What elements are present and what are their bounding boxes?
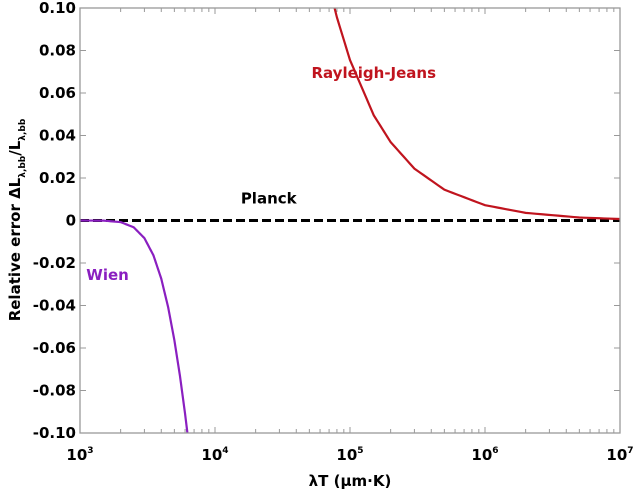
x-tick-exponent: 3 xyxy=(87,446,93,456)
y-axis-label: Relative error ΔLλ,bb/Lλ,bb xyxy=(6,118,28,321)
x-tick-exponent: 6 xyxy=(492,446,498,456)
series-label-wien: Wien xyxy=(86,266,129,284)
x-tick-label: 103 xyxy=(66,446,93,464)
x-tick-exponent: 4 xyxy=(222,446,228,456)
x-tick-base: 10 xyxy=(336,446,357,464)
series-line-wien xyxy=(80,219,189,433)
y-tick-label: 0.04 xyxy=(39,127,76,145)
curves xyxy=(80,8,620,433)
y-tick-label: 0.02 xyxy=(39,169,76,187)
y-tick-labels: 0.10 0.08 0.06 0.04 0.02 0 -0.02 -0.04 -0.06 -0.0… xyxy=(33,0,76,442)
series-line-rayleigh-jeans xyxy=(333,8,620,221)
y-axis-label-mid: /L xyxy=(6,140,24,155)
x-tick-label: 106 xyxy=(471,446,498,464)
x-axis-label: λT (µm·K) xyxy=(309,472,392,490)
y-tick-label: 0 xyxy=(66,212,76,230)
series-label-planck: Planck xyxy=(241,190,298,208)
y-axis-label-sub2: λ,bb xyxy=(18,118,28,141)
y-tick-label: 0.06 xyxy=(39,84,76,102)
plot-frame xyxy=(79,7,621,434)
y-tick-label: 0.08 xyxy=(39,42,76,60)
series-label-rayleigh-jeans: Rayleigh-Jeans xyxy=(311,64,436,82)
x-tick-base: 10 xyxy=(66,446,87,464)
y-tick-label: -0.06 xyxy=(33,339,76,357)
series-labels: Planck Rayleigh-Jeans Wien xyxy=(86,64,436,284)
x-tick-base: 10 xyxy=(201,446,222,464)
x-tick-base: 10 xyxy=(471,446,492,464)
x-tick-label: 104 xyxy=(201,446,228,464)
y-tick-label: -0.10 xyxy=(33,424,76,442)
x-tick-label: 105 xyxy=(336,446,363,464)
y-tick-label: -0.04 xyxy=(33,297,76,315)
x-tick-label: 107 xyxy=(606,446,633,464)
y-tick-label: -0.02 xyxy=(33,254,76,272)
y-axis-label-main: Relative error ΔL xyxy=(6,177,24,321)
x-tick-base: 10 xyxy=(606,446,627,464)
y-tick-label: 0.10 xyxy=(39,0,76,17)
x-tick-labels: 103 104 105 106 107 xyxy=(66,446,633,464)
y-axis-label-sub1: λ,bb xyxy=(18,155,28,178)
y-tick-label: -0.08 xyxy=(33,382,76,400)
x-tick-exponent: 7 xyxy=(627,446,633,456)
x-tick-exponent: 5 xyxy=(357,446,363,456)
